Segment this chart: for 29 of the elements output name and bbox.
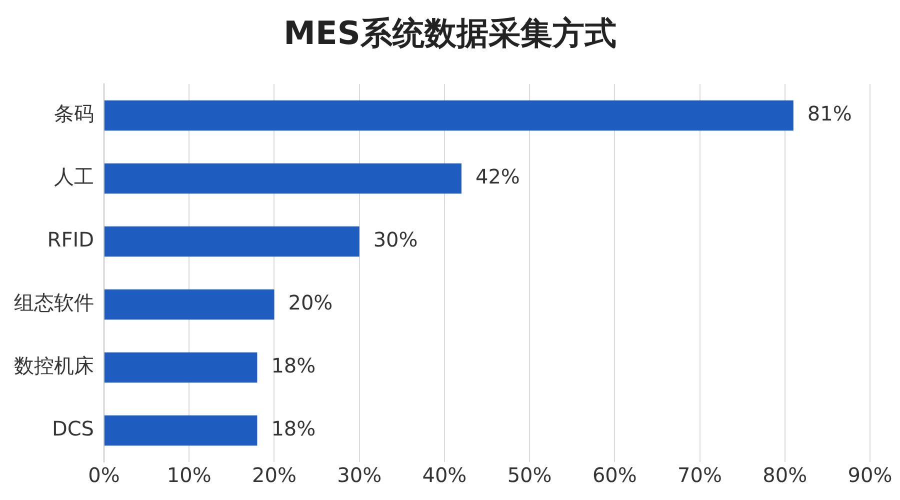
y-tick-label: 组态软件 (14, 290, 94, 315)
y-tick-label: RFID (47, 228, 94, 252)
x-tick-label: 70% (678, 463, 722, 488)
y-tick-label: 数控机床 (14, 354, 94, 378)
y-tick-label: 人工 (54, 164, 94, 189)
x-tick-label: 20% (252, 463, 296, 488)
data-label: 20% (288, 290, 333, 315)
x-tick-label: 60% (592, 463, 637, 488)
x-tick-label: 80% (762, 463, 808, 488)
x-tick-label: 90% (848, 463, 892, 488)
bar (104, 163, 462, 194)
x-tick-label: 0% (88, 463, 120, 488)
data-label: 42% (475, 164, 520, 189)
data-label: 30% (373, 228, 418, 252)
bar (104, 415, 258, 446)
chart-title: MES系统数据采集方式 (282, 13, 618, 54)
bar (104, 100, 794, 131)
data-label: 81% (807, 102, 852, 126)
bar (104, 352, 258, 383)
x-tick-label: 40% (422, 463, 467, 488)
bar (104, 226, 360, 257)
x-tick-label: 30% (337, 463, 382, 488)
y-tick-label: 条码 (54, 102, 94, 126)
x-tick-label: 50% (507, 463, 552, 488)
bar (104, 289, 274, 320)
x-tick-label: 10% (166, 463, 212, 488)
data-label: 18% (271, 416, 316, 441)
y-tick-label: DCS (52, 416, 94, 441)
data-label: 18% (271, 354, 316, 378)
